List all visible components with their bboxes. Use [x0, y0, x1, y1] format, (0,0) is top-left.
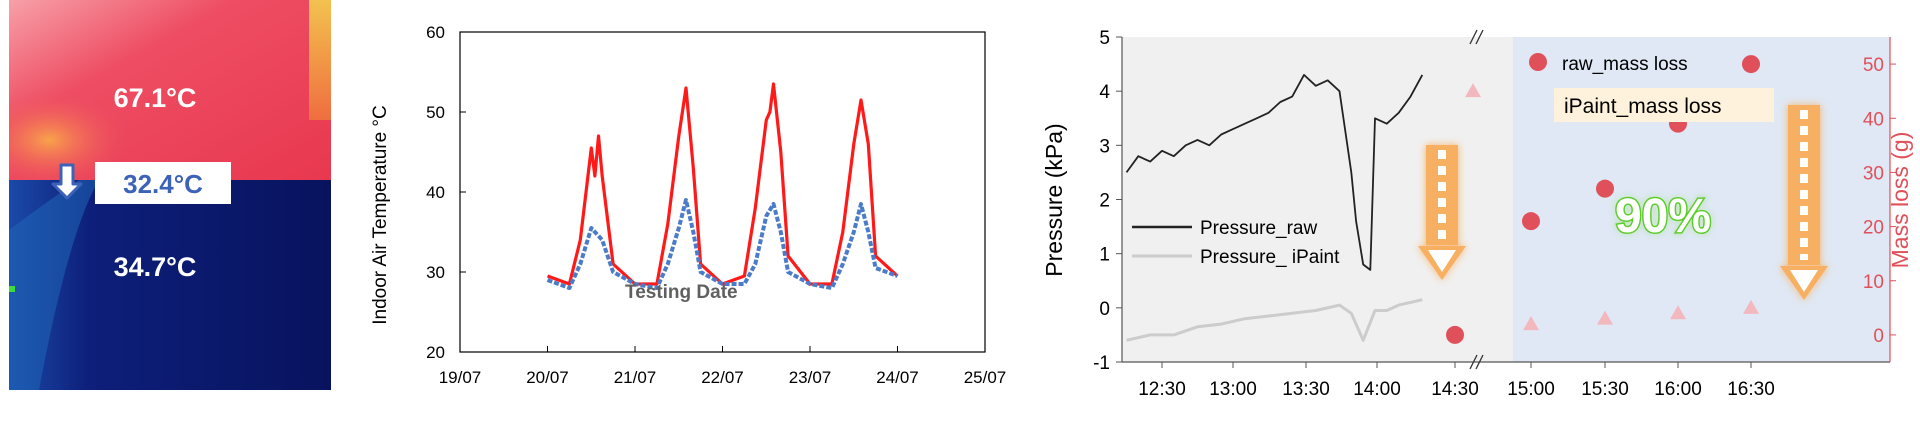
- bottom-temperature: 34.7°C: [114, 252, 197, 282]
- y-tick-label: 1: [1099, 245, 1110, 266]
- top-temperature: 67.1°C: [114, 83, 197, 113]
- y2-tick-label: 30: [1863, 163, 1884, 184]
- thermal-image-panel: 67.1°C 32.4°C 34.7°C: [0, 0, 331, 390]
- middle-temperature: 32.4°C: [123, 169, 203, 199]
- x-tick-label: 16:00: [1654, 379, 1702, 400]
- cold-streak: [9, 180, 99, 390]
- x-tick-label: 20/07: [526, 368, 569, 387]
- y-tick-label: 60: [426, 23, 445, 42]
- left-y-axis: -1 0 1 2 3 4 5: [1093, 28, 1122, 374]
- y2-tick-label: 20: [1863, 218, 1884, 239]
- mass-loss-legend: raw_mass loss iPaint_mass loss: [1529, 53, 1774, 122]
- ipaint-mass-loss-point: [1465, 83, 1481, 98]
- raw-mass-loss-point: [1596, 179, 1614, 198]
- y-tick-label: 0: [1099, 299, 1110, 320]
- temperature-chart: 19/07 20/07 21/07 22/07 23/07 24/07 25/07 20 30…: [370, 23, 1007, 387]
- raw-mass-loss-point: [1522, 212, 1540, 231]
- plot-frame: [459, 31, 986, 353]
- y2-tick-label: 50: [1863, 55, 1884, 76]
- ipaint-mass-loss-point: [1597, 310, 1613, 325]
- raw-mass-loss-point: [1446, 325, 1464, 344]
- y-tick-label: 30: [426, 263, 445, 282]
- y2-tick-label: 0: [1873, 326, 1884, 347]
- x-axis: 19/07 20/07 21/07 22/07 23/07 24/07 25/07: [439, 346, 1007, 387]
- middle-label-box: [95, 162, 231, 204]
- x-tick-label: 13:30: [1282, 379, 1330, 400]
- x-tick-label: 24/07: [876, 368, 919, 387]
- x-tick-label: 25/07: [964, 368, 1007, 387]
- pressure-chart-panel: 12:30 13:00 13:30 14:00 14:30 15:00 15:30 16:00…: [1040, 0, 1920, 431]
- right-y-axis-label: Mass loss (g): [1887, 132, 1913, 269]
- ipaint-mass-loss-point: [1743, 299, 1759, 314]
- ipaint-mass-loss-point: [1523, 316, 1539, 331]
- y-tick-label: 50: [426, 103, 445, 122]
- x-tick-label: 14:00: [1353, 379, 1401, 400]
- legend-label-pressure-raw: Pressure_raw: [1200, 218, 1317, 239]
- axis-break-bottom: [1469, 354, 1484, 370]
- x-tick-label: 21/07: [614, 368, 657, 387]
- y-tick-label: 40: [426, 183, 445, 202]
- y-tick-label: 5: [1099, 28, 1110, 49]
- x-axis: 12:30 13:00 13:30 14:00 14:30 15:00 15:30 16:00…: [1138, 362, 1775, 400]
- series-group: [546, 82, 899, 290]
- pressure-chart: 12:30 13:00 13:30 14:00 14:30 15:00 15:30 16:00…: [1041, 28, 1913, 400]
- axis-break-top: [1469, 29, 1484, 45]
- down-arrow-icon: [1780, 105, 1828, 300]
- y-tick-label: -1: [1093, 353, 1110, 374]
- y2-tick-label: 40: [1863, 109, 1884, 130]
- green-spot: [9, 286, 15, 292]
- x-tick-label: 16:30: [1727, 379, 1775, 400]
- temperature-chart-panel: 19/07 20/07 21/07 22/07 23/07 24/07 25/07 20 30…: [360, 0, 1040, 431]
- legend-highlight: [1554, 88, 1774, 122]
- right-y-axis: 0 10 20 30 40 50: [1863, 55, 1896, 347]
- reduction-annotation: 90%: [1615, 190, 1711, 243]
- y-tick-label: 4: [1099, 82, 1110, 103]
- x-axis-label: Testing Date: [625, 282, 738, 303]
- y-tick-label: 3: [1099, 136, 1110, 157]
- x-tick-label: 22/07: [701, 368, 744, 387]
- raw-mass-loss-point: [1742, 55, 1760, 74]
- x-tick-label: 12:30: [1138, 379, 1186, 400]
- ipaint-mass-loss-point: [1670, 305, 1686, 320]
- legend-marker-raw-mass-loss: [1529, 53, 1547, 71]
- left-y-axis-label: Pressure (kPa): [1041, 123, 1067, 276]
- legend-label-pressure-ipaint: Pressure_ iPaint: [1200, 247, 1340, 268]
- pressure-legend: Pressure_raw Pressure_ iPaint: [1132, 218, 1340, 268]
- series-group: [1125, 55, 1760, 344]
- x-tick-label: 14:30: [1431, 379, 1479, 400]
- thermal-image: 67.1°C 32.4°C 34.7°C: [0, 0, 331, 390]
- legend-label-raw-mass-loss: raw_mass loss: [1562, 54, 1688, 75]
- series-line-pressure-ipaint: [1126, 298, 1423, 342]
- x-tick-label: 19/07: [439, 368, 482, 387]
- down-arrow-icon: [1418, 145, 1466, 280]
- y-axis: 20 30 40 50 60: [426, 23, 466, 362]
- y-axis-label: Indoor Air Temperature °C: [370, 105, 391, 325]
- y2-tick-label: 10: [1863, 272, 1884, 293]
- x-tick-label: 23/07: [789, 368, 832, 387]
- down-arrow-icon: [51, 163, 83, 200]
- y-tick-label: 2: [1099, 191, 1110, 212]
- series-line-pressure-raw: [1125, 74, 1424, 271]
- y-tick-label: 20: [426, 343, 445, 362]
- x-tick-label: 13:00: [1209, 379, 1257, 400]
- x-tick-label: 15:00: [1507, 379, 1555, 400]
- legend-label-ipaint-mass-loss: iPaint_mass loss: [1564, 95, 1722, 118]
- series-line-blue: [546, 198, 899, 290]
- hot-edge: [309, 0, 331, 120]
- x-tick-label: 15:30: [1581, 379, 1629, 400]
